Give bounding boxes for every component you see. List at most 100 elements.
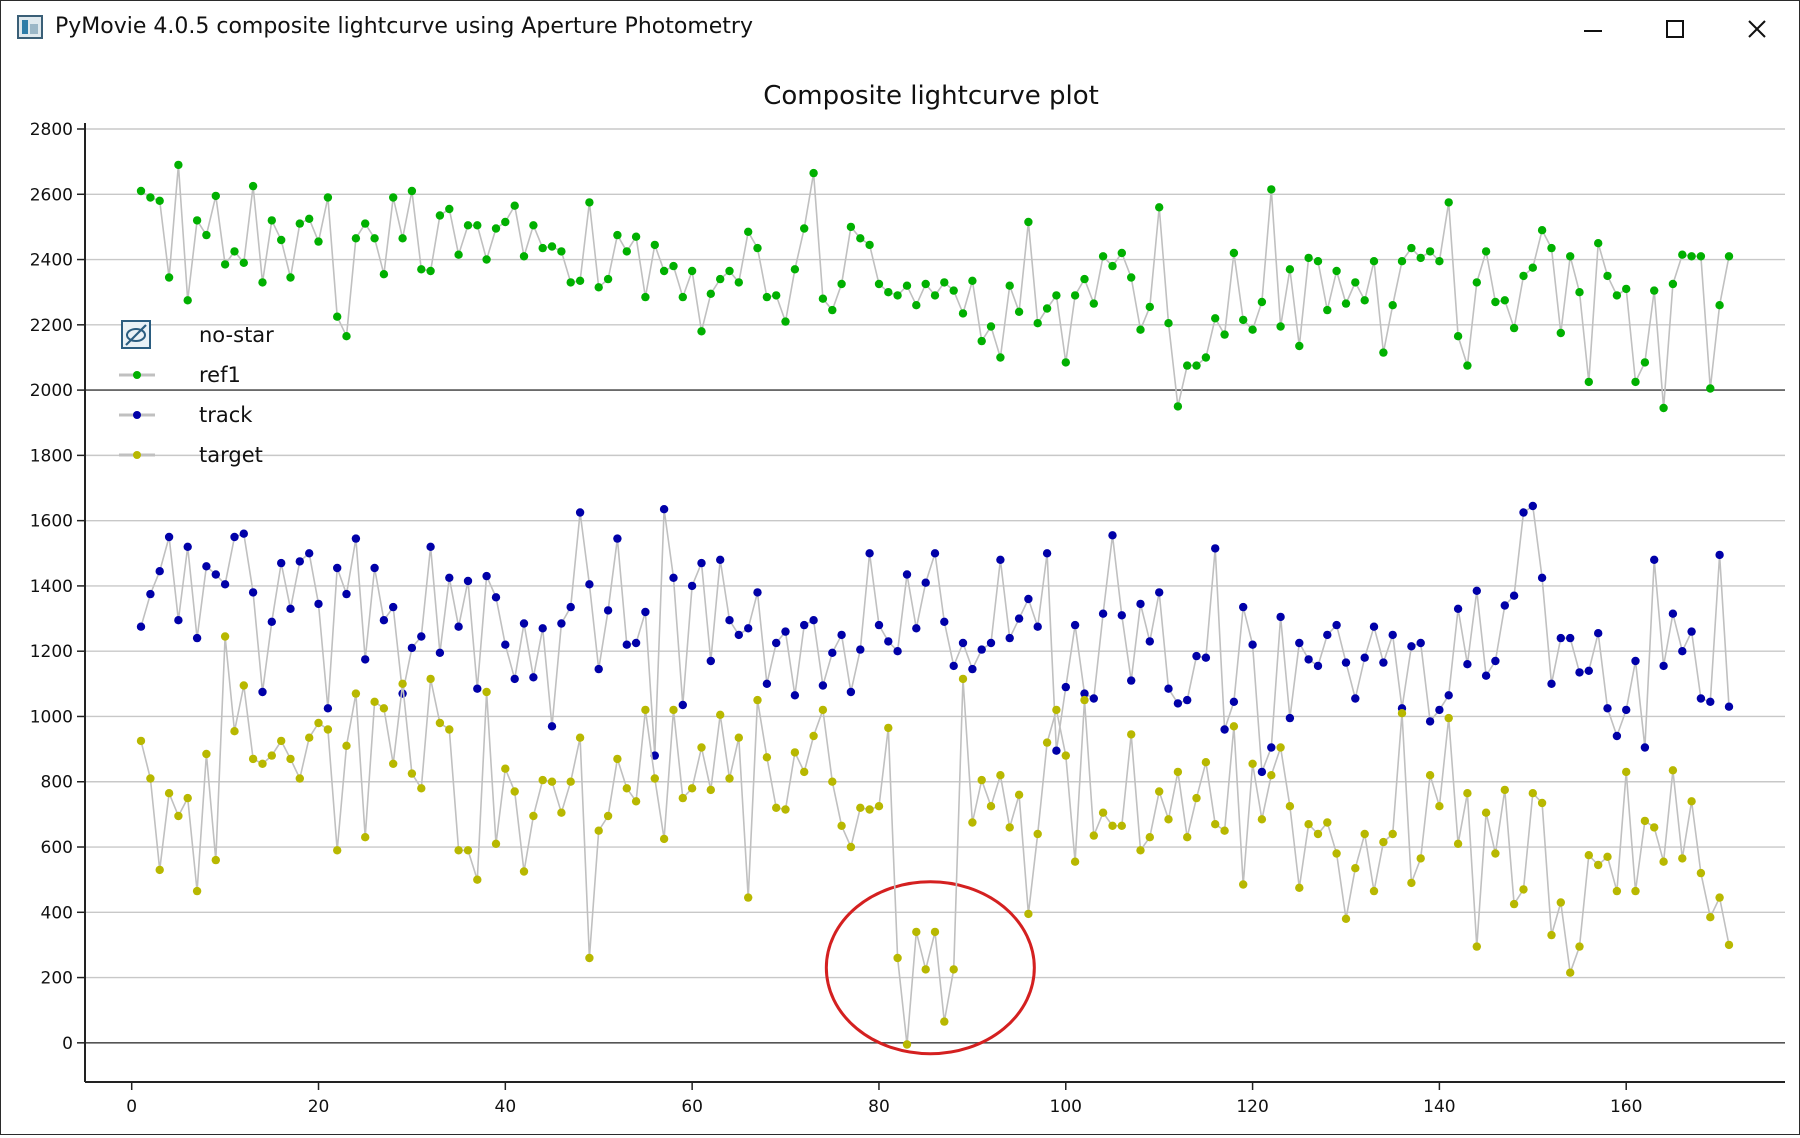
data-point-track — [305, 549, 314, 558]
data-point-track — [1715, 550, 1724, 560]
data-point-track — [1360, 653, 1369, 662]
data-point-ref1 — [248, 181, 258, 191]
data-point-target — [585, 953, 594, 963]
data-point-target — [1678, 854, 1687, 863]
data-point-track — [1285, 713, 1295, 723]
data-point-target — [1155, 787, 1164, 796]
legend-label: no-star — [199, 323, 274, 347]
data-point-target — [295, 774, 304, 783]
data-point-ref1 — [1323, 305, 1332, 315]
data-point-target — [211, 855, 220, 865]
data-point-target — [1556, 898, 1566, 907]
data-point-track — [1267, 743, 1276, 752]
axes: 0200400600800100012001400160018002000220… — [30, 120, 1785, 1117]
data-point-target — [940, 1017, 949, 1026]
data-point-target — [912, 927, 921, 937]
minimize-button[interactable] — [1554, 5, 1632, 53]
data-point-ref1 — [1416, 253, 1425, 263]
data-point-target — [1211, 820, 1220, 829]
data-point-target — [865, 805, 874, 814]
data-point-ref1 — [1425, 247, 1435, 256]
data-point-ref1 — [1678, 250, 1687, 259]
x-tick-label: 0 — [126, 1097, 137, 1117]
data-point-ref1 — [893, 291, 902, 300]
data-point-ref1 — [230, 247, 239, 256]
data-point-track — [1332, 620, 1341, 630]
data-point-ref1 — [407, 186, 417, 196]
data-point-track — [1239, 602, 1248, 612]
data-point-track — [1668, 609, 1678, 618]
data-point-ref1 — [1351, 278, 1360, 287]
data-point-target — [772, 803, 781, 812]
data-point-target — [529, 811, 538, 821]
data-point-track — [1603, 704, 1612, 713]
data-point-target — [501, 764, 510, 773]
data-point-ref1 — [136, 186, 146, 196]
data-point-ref1 — [239, 258, 248, 267]
data-point-track — [575, 508, 585, 517]
data-point-target — [1706, 913, 1715, 922]
data-point-ref1 — [977, 336, 986, 346]
plot-area[interactable]: 0 200 400 600 800 1000 1200 1400 1600 1800 2000 220… — [1, 57, 1799, 1134]
lightcurve-chart[interactable]: 0200400600800100012001400160018002000220… — [1, 57, 1799, 1134]
data-point-ref1 — [1472, 278, 1482, 287]
data-point-ref1 — [566, 278, 575, 287]
title-bar[interactable]: PyMovie 4.0.5 composite lightcurve using… — [1, 1, 1799, 57]
data-point-target — [977, 775, 986, 785]
data-point-track — [1304, 655, 1313, 664]
data-point-track — [566, 602, 575, 612]
data-point-ref1 — [519, 252, 529, 261]
data-point-ref1 — [1696, 252, 1706, 261]
y-tick-label: 1400 — [30, 577, 73, 597]
data-point-ref1 — [1127, 273, 1136, 282]
data-point-ref1 — [538, 243, 547, 253]
data-point-ref1 — [445, 204, 454, 214]
data-point-ref1 — [622, 247, 631, 256]
data-point-track — [473, 684, 482, 693]
data-point-target — [921, 965, 930, 974]
data-point-ref1 — [1183, 361, 1192, 370]
data-point-track — [613, 534, 622, 543]
legend-marker — [133, 411, 141, 419]
data-point-ref1 — [1304, 253, 1313, 263]
data-point-track — [687, 581, 697, 591]
data-point-target — [510, 787, 519, 796]
data-point-target — [1528, 789, 1538, 798]
legend-marker — [133, 451, 141, 459]
y-tick-label: 400 — [41, 903, 73, 923]
data-point-track — [968, 664, 977, 674]
data-point-target — [1108, 821, 1117, 830]
data-point-track — [1201, 653, 1211, 662]
data-point-target — [1192, 793, 1201, 803]
data-point-target — [454, 846, 463, 855]
data-point-target — [716, 710, 725, 719]
data-point-track — [174, 616, 183, 625]
data-point-ref1 — [314, 237, 323, 246]
y-tick-label: 600 — [41, 838, 73, 858]
data-point-track — [716, 555, 725, 564]
data-point-ref1 — [211, 191, 220, 201]
data-point-ref1 — [183, 296, 192, 305]
maximize-button[interactable] — [1636, 5, 1714, 53]
data-point-ref1 — [1631, 377, 1640, 387]
data-point-ref1 — [1435, 257, 1444, 266]
data-point-target — [445, 725, 454, 734]
close-button[interactable] — [1718, 5, 1796, 53]
data-point-ref1 — [557, 247, 566, 256]
data-point-track — [1575, 668, 1584, 677]
data-point-target — [1500, 785, 1510, 795]
y-tick-label: 1600 — [30, 512, 73, 532]
data-point-ref1 — [1528, 263, 1538, 272]
data-point-ref1 — [902, 281, 912, 290]
data-point-target — [986, 802, 996, 811]
data-point-target — [1668, 766, 1678, 775]
data-point-ref1 — [762, 292, 772, 302]
data-point-ref1 — [958, 309, 968, 318]
data-point-target — [491, 839, 501, 848]
data-point-track — [202, 562, 211, 571]
data-point-ref1 — [1650, 286, 1659, 295]
data-point-target — [613, 754, 622, 764]
data-point-track — [1164, 684, 1173, 693]
data-point-target — [277, 736, 286, 746]
data-point-target — [463, 846, 473, 855]
